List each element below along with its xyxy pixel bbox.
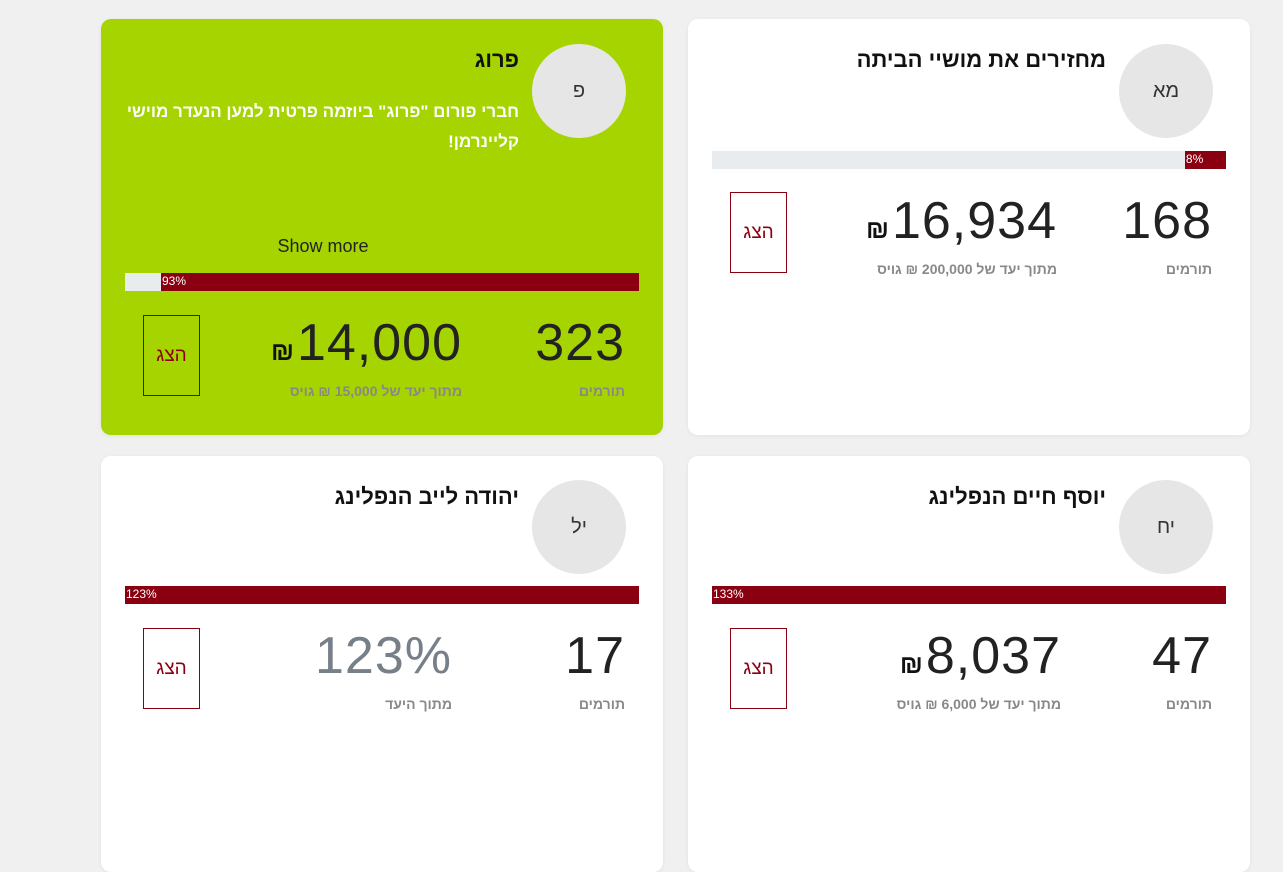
goal-text: מתוך יעד של 15,000 ₪ גויס — [289, 383, 462, 399]
campaign-title: פרוג — [474, 47, 519, 72]
raised-amount: ₪16,934 — [866, 191, 1057, 251]
campaign-title: יוסף חיים הנפלינג — [928, 484, 1106, 509]
show-button[interactable]: הצג — [143, 628, 200, 709]
progress-fill: 133% — [712, 586, 1226, 604]
donors-count: 323 — [535, 314, 625, 372]
donors-count: 168 — [1122, 192, 1212, 250]
currency-symbol: ₪ — [865, 214, 890, 244]
goal-text: מתוך היעד — [385, 696, 452, 712]
amount-value: 14,000 — [296, 314, 462, 372]
campaign-card: יח יוסף חיים הנפלינג 133% 47 תורמים ₪8,0… — [688, 456, 1250, 872]
progress-bar: 93% — [125, 273, 639, 291]
currency-symbol: ₪ — [899, 649, 924, 679]
progress-label: 93% — [161, 274, 187, 288]
donors-count: 17 — [565, 627, 625, 685]
progress-fill: 8% — [1184, 151, 1226, 169]
raised-amount: ₪14,000 — [271, 313, 462, 373]
progress-bar: 123% — [125, 586, 639, 604]
avatar: יל — [532, 480, 626, 574]
goal-text: מתוך יעד של 200,000 ₪ גויס — [877, 261, 1057, 277]
campaign-description: חברי פורום "פרוג" ביוזמה פרטית למען הנעד… — [126, 102, 519, 151]
currency-symbol: ₪ — [270, 336, 295, 366]
progress-label: 123% — [126, 587, 157, 601]
show-button[interactable]: הצג — [730, 628, 787, 709]
goal-text: מתוך יעד של 6,000 ₪ גויס — [896, 696, 1061, 712]
donors-label: תורמים — [1165, 696, 1212, 712]
goal-percent: 123% — [315, 627, 452, 685]
campaign-title: מחזירים את מושיי הביתה — [856, 47, 1106, 72]
campaign-card: יל יהודה לייב הנפלינג 123% 17 תורמים 123… — [101, 456, 663, 872]
donors-label: תורמים — [1165, 261, 1212, 277]
avatar: יח — [1119, 480, 1213, 574]
raised-amount: ₪8,037 — [900, 626, 1061, 686]
avatar: פ — [532, 44, 626, 138]
show-button[interactable]: הצג — [730, 192, 787, 273]
campaign-card: מא מחזירים את מושיי הביתה 8% 168 תורמים … — [688, 19, 1250, 435]
campaign-title: יהודה לייב הנפלינג — [334, 484, 519, 509]
progress-fill: 123% — [125, 586, 639, 604]
donors-label: תורמים — [578, 696, 625, 712]
show-more-link[interactable]: Show more — [277, 236, 369, 256]
avatar: מא — [1119, 44, 1213, 138]
progress-label: 133% — [713, 587, 744, 601]
amount-value: 8,037 — [925, 627, 1061, 685]
donors-label: תורמים — [578, 383, 625, 399]
progress-bar: 8% — [712, 151, 1226, 169]
progress-fill: 93% — [160, 273, 639, 291]
show-button[interactable]: הצג — [143, 315, 200, 396]
amount-value: 16,934 — [891, 192, 1057, 250]
progress-label: 8% — [1185, 152, 1204, 166]
donors-count: 47 — [1152, 627, 1212, 685]
progress-bar: 133% — [712, 586, 1226, 604]
campaign-card: פ פרוג חברי פורום "פרוג" ביוזמה פרטית למ… — [101, 19, 663, 435]
